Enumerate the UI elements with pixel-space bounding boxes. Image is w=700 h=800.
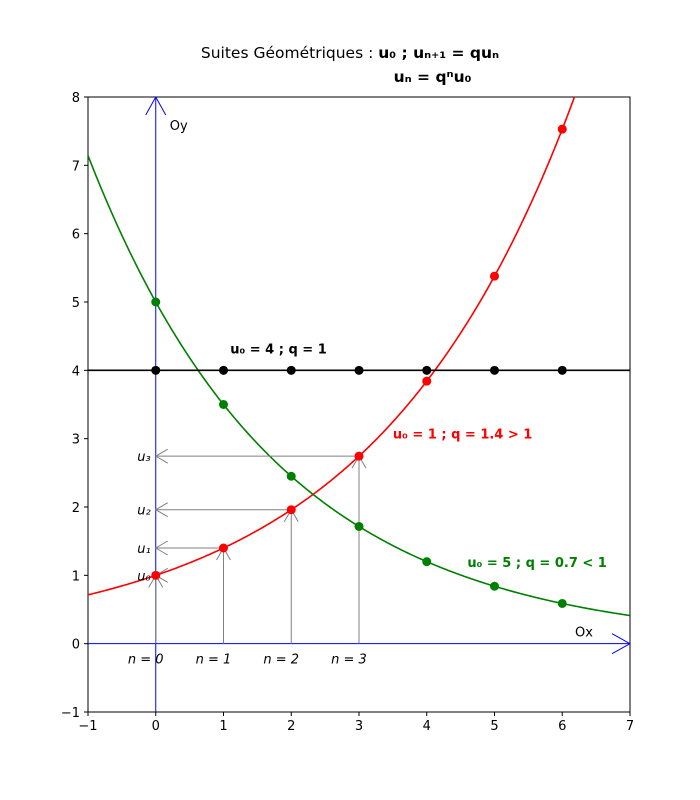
horizontal-arrowhead: [154, 540, 169, 556]
u-label: u₀: [137, 569, 151, 584]
y-tick-label: 2: [72, 501, 80, 516]
x-tick-label: 5: [490, 719, 498, 734]
horizontal-arrowhead: [154, 502, 169, 518]
data-point: [151, 570, 161, 580]
title-rule-2: uₙ = qⁿu₀: [393, 68, 472, 86]
series-label-2: u₀ = 4 ; q = 1: [230, 342, 326, 357]
x-tick-label: 4: [423, 719, 431, 734]
n-label: n = 1: [196, 653, 232, 668]
n-label: n = 2: [263, 653, 299, 668]
series-label-0: u₀ = 1 ; q = 1.4 > 1: [393, 428, 532, 443]
y-tick-label: 8: [72, 91, 80, 106]
data-point: [219, 400, 228, 409]
data-point: [422, 376, 432, 386]
x-tick-label: 2: [287, 719, 295, 734]
series-label-1: u₀ = 5 ; q = 0.7 < 1: [467, 556, 606, 571]
title-rule-1: u₀ ; uₙ₊₁ = quₙ: [378, 44, 500, 62]
data-point: [557, 598, 567, 608]
y-tick-label: −1: [61, 706, 80, 721]
u-label: u₂: [137, 504, 150, 519]
title-prefix: Suites Géométriques :: [200, 44, 379, 62]
y-tick-label: 1: [72, 569, 80, 584]
x-tick-label: 0: [152, 719, 160, 734]
u-label: u₁: [137, 542, 150, 557]
data-point: [286, 471, 296, 481]
y-tick-label: 6: [72, 228, 80, 243]
x-tick-label: 6: [558, 719, 566, 734]
data-point: [422, 365, 432, 375]
oy-arrowhead: [145, 97, 167, 116]
data-point: [354, 365, 364, 375]
y-tick-label: 7: [72, 159, 80, 174]
y-tick-label: 5: [72, 296, 80, 311]
x-tick-label: 3: [355, 719, 363, 734]
data-point: [490, 271, 499, 281]
data-point: [490, 365, 499, 375]
data-point: [286, 365, 296, 375]
ox-label: Ox: [575, 626, 593, 641]
plot-area: [88, 97, 630, 712]
x-tick-label: 7: [626, 719, 634, 734]
ox-arrowhead: [611, 633, 630, 655]
oy-label: Oy: [170, 119, 188, 134]
y-tick-label: 3: [72, 433, 80, 448]
chart-title: Suites Géométriques : u₀ ; uₙ₊₁ = quₙ uₙ…: [0, 44, 700, 86]
n-label: n = 3: [331, 653, 367, 668]
data-point: [219, 365, 228, 375]
x-tick-label: 1: [219, 719, 227, 734]
data-point: [354, 521, 364, 531]
y-tick-label: 0: [72, 638, 80, 653]
data-point: [422, 557, 432, 567]
data-point: [151, 297, 161, 307]
x-tick-label: −1: [78, 719, 97, 734]
y-tick-label: 4: [72, 364, 80, 379]
data-point: [557, 124, 567, 134]
n-label: n = 0: [128, 653, 164, 668]
data-point: [151, 365, 161, 375]
data-point: [354, 451, 364, 461]
data-point: [286, 505, 296, 515]
data-point: [557, 365, 567, 375]
horizontal-arrowhead: [154, 448, 169, 464]
u-label: u₃: [137, 450, 150, 465]
data-point: [219, 543, 228, 553]
data-point: [490, 581, 499, 591]
